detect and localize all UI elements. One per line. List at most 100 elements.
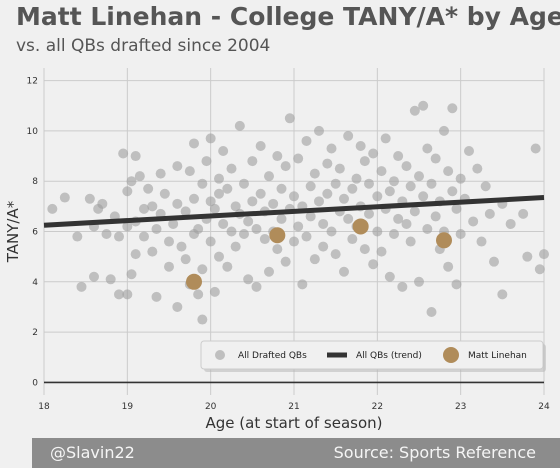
qb-data-point [318, 218, 329, 229]
qb-data-point [472, 163, 483, 174]
qb-data-point [264, 171, 274, 182]
qb-data-point [376, 246, 387, 257]
y-tick-label: 8 [32, 177, 38, 187]
qb-data-point [264, 266, 274, 277]
qb-data-point [426, 306, 437, 317]
qb-data-point [430, 153, 441, 164]
qb-data-point [230, 241, 241, 252]
qb-data-point [451, 203, 462, 214]
qb-data-point [343, 213, 354, 224]
qb-data-point [239, 229, 249, 240]
x-tick-label: 24 [538, 402, 550, 412]
qb-data-point [401, 161, 412, 172]
qb-data-point [322, 158, 333, 169]
linehan-data-point [186, 273, 202, 290]
qb-data-point [130, 151, 141, 162]
legend-label-trend: All QBs (trend) [356, 351, 422, 361]
qb-data-point [364, 208, 374, 219]
qb-data-point [330, 178, 341, 189]
qb-data-point [214, 188, 224, 199]
qb-data-point [280, 256, 291, 267]
qb-data-point [172, 301, 183, 312]
qb-data-point [118, 148, 129, 159]
legend: All Drafted QBs All QBs (trend) Matt Lineh… [200, 340, 546, 372]
qb-data-point [464, 146, 474, 157]
qb-data-point [289, 191, 299, 202]
qb-data-point [293, 153, 304, 164]
qb-data-point [368, 148, 379, 159]
qb-data-point [339, 266, 349, 277]
y-axis-label: TANY/A* [4, 200, 22, 263]
qb-data-point [372, 226, 383, 237]
qb-data-point [384, 186, 395, 197]
qb-data-point [209, 203, 220, 214]
legend-marker-linehan [443, 347, 459, 363]
qb-data-point [326, 226, 337, 237]
qb-data-point [422, 223, 433, 234]
qb-data-point [384, 271, 395, 282]
qb-data-point [301, 231, 312, 242]
qb-data-point [409, 105, 420, 116]
qb-data-point [397, 281, 408, 292]
qb-data-point [114, 231, 124, 242]
qb-data-point [130, 249, 141, 260]
qb-data-point [218, 218, 229, 229]
qb-data-point [214, 173, 224, 184]
qb-data-point [189, 138, 199, 149]
qb-data-point [293, 221, 304, 232]
x-tick-label: 21 [288, 402, 299, 412]
qb-data-point [139, 231, 149, 242]
qb-data-point [389, 229, 399, 240]
qb-data-point [539, 249, 549, 260]
qb-data-point [430, 211, 441, 222]
qb-data-point [276, 213, 287, 224]
qb-data-point [180, 206, 191, 217]
footer-author: @Slavin22 [50, 443, 135, 462]
qb-data-point [280, 161, 291, 172]
qb-data-point [151, 223, 162, 234]
linehan-data-point [352, 218, 369, 235]
qb-data-point [59, 192, 70, 203]
qb-data-point [222, 183, 233, 194]
qb-data-point [197, 264, 208, 275]
qb-data-point [484, 208, 495, 219]
qb-data-point [284, 113, 295, 124]
chart-title: Matt Linehan - College TANY/A* by Age [16, 2, 560, 31]
legend-label-linehan: Matt Linehan [468, 351, 527, 361]
qb-data-point [114, 289, 124, 300]
qb-data-point [314, 196, 324, 207]
qb-data-point [147, 201, 158, 212]
qb-data-point [414, 171, 424, 182]
qb-data-point [168, 218, 179, 229]
qb-data-point [105, 274, 116, 285]
qb-data-point [339, 193, 349, 204]
qb-data-point [189, 193, 199, 204]
qb-data-point [180, 254, 191, 265]
qb-data-point [297, 279, 308, 290]
qb-data-point [497, 289, 508, 300]
qb-data-point [184, 166, 195, 177]
qb-data-point [272, 244, 283, 255]
qb-data-point [122, 221, 133, 232]
qb-data-point [97, 198, 108, 209]
qb-data-point [226, 226, 237, 237]
qb-data-point [318, 241, 329, 252]
qb-data-point [243, 216, 254, 227]
x-tick-label: 23 [455, 402, 466, 412]
qb-data-point [214, 251, 224, 262]
qb-data-point [343, 130, 354, 141]
qb-data-point [139, 203, 149, 214]
qb-data-point [518, 208, 529, 219]
x-tick-label: 19 [122, 402, 134, 412]
qb-data-point [489, 256, 499, 267]
linehan-points [186, 218, 452, 290]
qb-data-point [209, 286, 220, 297]
qb-data-point [126, 269, 137, 280]
qb-data-point [368, 259, 379, 270]
chart-subtitle: vs. all QBs drafted since 2004 [16, 36, 271, 56]
y-tick-label: 10 [27, 127, 39, 137]
qb-data-point [455, 229, 466, 240]
qb-data-point [239, 178, 249, 189]
qb-data-point [134, 171, 145, 182]
